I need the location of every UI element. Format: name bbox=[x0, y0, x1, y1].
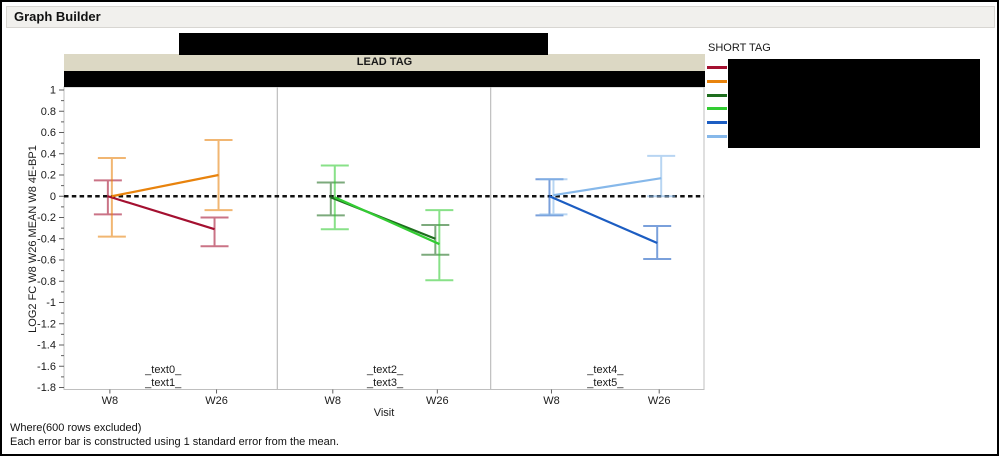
group-header-bar: LEAD TAG bbox=[64, 54, 705, 71]
y-tick-label: -1.4 bbox=[37, 340, 56, 352]
x-axis-title: Visit bbox=[373, 407, 395, 419]
error-bar-note: Each error bar is constructed using 1 st… bbox=[10, 436, 339, 448]
x-tick-label: W26 bbox=[426, 395, 449, 407]
panel-label: _text0_ bbox=[144, 364, 182, 376]
y-axis-title: LOG2 FC W8 W26 MEAN W8 4E-BP1 bbox=[27, 145, 39, 333]
x-tick-label: W8 bbox=[102, 395, 119, 407]
y-tick-label: 0.8 bbox=[41, 106, 56, 118]
y-tick-label: 1 bbox=[50, 85, 56, 97]
redaction-box-legend-labels bbox=[728, 59, 980, 148]
y-tick-label: 0.2 bbox=[41, 170, 56, 182]
y-tick-label: -0.2 bbox=[37, 212, 56, 224]
y-tick-label: -0.6 bbox=[37, 255, 56, 267]
series-line-series-2[interactable] bbox=[111, 173, 219, 198]
error-bars-series-6 bbox=[539, 154, 676, 216]
error-bars-series-3 bbox=[316, 181, 450, 256]
panel-label: _text4_ bbox=[586, 364, 624, 376]
panel-border bbox=[276, 86, 492, 390]
x-tick-label: W26 bbox=[205, 395, 228, 407]
legend-swatch-series-5[interactable] bbox=[707, 121, 727, 125]
y-tick-label: -0.8 bbox=[37, 276, 56, 288]
y-tick-label: -1.6 bbox=[37, 361, 56, 373]
legend-swatch-series-2[interactable] bbox=[707, 79, 727, 83]
error-bars-series-2 bbox=[97, 138, 233, 238]
y-tick-label: 0 bbox=[50, 191, 56, 203]
where-clause-note: Where(600 rows excluded) bbox=[10, 422, 142, 434]
panel-label: _text5_ bbox=[586, 377, 624, 389]
redaction-box-graph-title bbox=[179, 33, 548, 55]
legend-title: SHORT TAG bbox=[708, 42, 771, 54]
panel-label: _text2_ bbox=[366, 364, 404, 376]
y-tick-label: -1.8 bbox=[37, 382, 56, 394]
series-line-series-4[interactable] bbox=[334, 196, 440, 246]
y-tick-label: 0.4 bbox=[41, 148, 56, 160]
legend-swatch-series-6[interactable] bbox=[707, 135, 727, 138]
legend-swatch-series-1[interactable] bbox=[707, 66, 727, 69]
series-line-series-6[interactable] bbox=[553, 177, 662, 197]
legend-swatch-series-3[interactable] bbox=[707, 93, 727, 97]
x-tick-label: W26 bbox=[648, 395, 671, 407]
error-bars-series-4 bbox=[320, 164, 454, 282]
panel-label: _text3_ bbox=[366, 377, 404, 389]
series-line-series-1[interactable] bbox=[107, 195, 215, 231]
window-title[interactable]: Graph Builder bbox=[6, 6, 995, 28]
panel-border bbox=[63, 86, 278, 390]
y-tick-label: -0.4 bbox=[37, 233, 56, 245]
y-tick-label: -1 bbox=[46, 297, 56, 309]
error-bars-series-1 bbox=[93, 179, 229, 248]
x-tick-label: W8 bbox=[543, 395, 560, 407]
y-tick-label: -1.2 bbox=[37, 318, 56, 330]
panel-border bbox=[490, 86, 705, 390]
y-tick-label: 0.6 bbox=[41, 127, 56, 139]
series-line-series-5[interactable] bbox=[549, 195, 658, 245]
legend-swatch-series-4[interactable] bbox=[707, 107, 727, 111]
panel-label: _text1_ bbox=[144, 377, 182, 389]
x-tick-label: W8 bbox=[325, 395, 342, 407]
redaction-box-lead-tag-values bbox=[64, 71, 705, 87]
